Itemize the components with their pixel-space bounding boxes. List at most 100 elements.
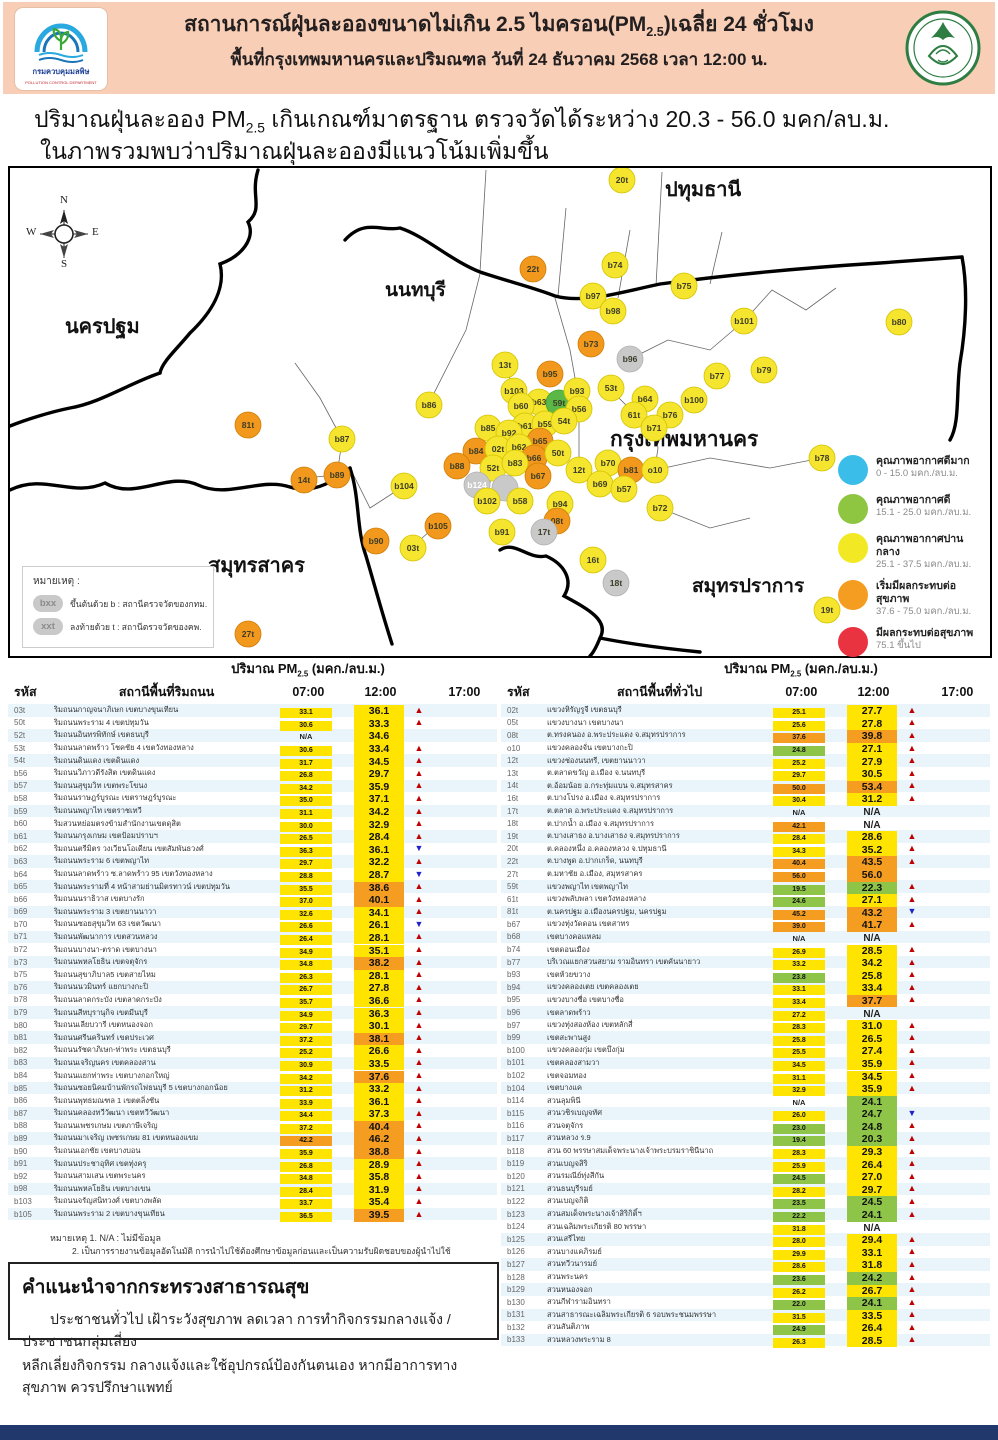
station-name: ริมถนนสุขุมวิท เขตพระโขนง (54, 780, 148, 790)
table-row: b99 เขตสะพานสูง 25.8 26.5 ▲ (501, 1031, 990, 1046)
pm25-value: 25.8 (773, 1035, 825, 1046)
table-row: o10 แขวงคลองจั่น เขตบางกะปิ 24.8 27.1 ▲ (501, 742, 990, 757)
station-name: ริมถนนรัชดาภิเษก-ท่าพระ เขตธนบุรี (54, 1045, 171, 1055)
pm25-value: 36.1 (354, 843, 404, 857)
trend-arrow: ▲ (414, 1195, 424, 1206)
station-name: ริมถนนพหลโยธิน เขตบางเขน (54, 1183, 151, 1193)
aqi-legend-item: คุณภาพอากาศปานกลาง 25.1 - 37.5 มคก./ลบ.ม. (838, 533, 984, 571)
trend-arrow: ▲ (414, 1044, 424, 1055)
pm25-value-na: N/A (792, 1097, 806, 1107)
pm25-value: 34.2 (847, 957, 897, 970)
pm25-value: 27.8 (354, 982, 404, 995)
table-row: b59 ริมถนนพญาไท เขตราชเทวี 31.1 34.2 ▲ (8, 804, 497, 820)
station-code: b68 (507, 932, 521, 942)
station-code: b95 (507, 995, 521, 1005)
aqi-color-dot (838, 580, 868, 610)
station-id: 02t (492, 444, 505, 454)
pm25-value: 35.0 (280, 796, 332, 807)
aqi-level-label: คุณภาพอากาศดี (876, 494, 951, 506)
station-code: b122 (507, 1196, 525, 1206)
station-code: b125 (507, 1234, 525, 1244)
pm25-value: 34.5 (354, 755, 404, 769)
station-code: 59t (507, 882, 519, 892)
trend-arrow: ▲ (907, 792, 917, 803)
trend-arrow: ▼ (907, 1107, 917, 1118)
station-name: สวนวชิรเบญจทัศ (547, 1108, 603, 1118)
station-code: b124 (507, 1222, 525, 1232)
station-id: b84 (469, 446, 484, 456)
station-name: ริมถนนบางนา-ตราด เขตบางนา (54, 944, 157, 954)
pcd-logo: กรมควบคุมมลพิษ POLLUTION CONTROL DEPARTM… (15, 8, 107, 90)
trend-arrow: ▲ (907, 729, 917, 740)
trend-arrow: ▲ (414, 931, 424, 942)
station-code: 52t (14, 730, 26, 740)
pm25-value: 28.0 (773, 1237, 825, 1248)
province-label: สมุทรปราการ (692, 576, 805, 598)
station-marker: b96 (616, 345, 644, 373)
pcd-logo-subcaption: POLLUTION CONTROL DEPARTMENT (25, 80, 97, 85)
station-name: สวนสาธารณะเฉลิมพระเกียรติ 6 รอบพระชนมพรร… (547, 1309, 717, 1319)
trend-arrow: ▲ (907, 1032, 917, 1043)
station-name: ริมถนนลาดกระบัง เขตลาดกระบัง (54, 994, 162, 1004)
station-name: ต.บางโปรง อ.เมือง จ.สมุทรปราการ (547, 793, 661, 803)
pm25-value: 39.0 (773, 922, 825, 933)
pm25-value: 23.5 (773, 1199, 825, 1210)
station-id: b58 (513, 496, 528, 506)
station-code: b98 (14, 1184, 28, 1194)
table-row: 53t ริมถนนลาดพร้าว โชคชัย 4 เขตวังทองหลาง… (8, 742, 497, 757)
pm25-value: 24.6 (773, 897, 825, 908)
aqi-level-range: 25.1 - 37.5 มคก./ลบ.ม. (876, 559, 972, 570)
pm25-value: 27.7 (847, 705, 897, 718)
station-id: b57 (617, 484, 632, 494)
station-name: สวนหนองจอก (547, 1284, 593, 1294)
station-id: b78 (815, 453, 830, 463)
trend-arrow: ▲ (907, 704, 917, 715)
trend-arrow: ▲ (414, 1032, 424, 1043)
station-code: o10 (507, 743, 521, 753)
trend-arrow: ▲ (414, 1170, 424, 1181)
pm25-value: 24.1 (847, 1095, 897, 1109)
trend-arrow: ▲ (907, 767, 917, 778)
pm25-value: 42.1 (773, 821, 825, 832)
station-code: 19t (507, 831, 519, 841)
table-row: b97 แขวงทุ่งสองห้อง เขตหลักสี่ 28.3 31.0 ▲ (501, 1019, 990, 1034)
station-marker: b86 (415, 391, 443, 419)
table-row: b90 ริมถนนเอกชัย เขตบางบอน 35.9 38.8 ▲ (8, 1145, 497, 1160)
pm25-value: 19.4 (773, 1136, 825, 1147)
station-code: b105 (14, 1209, 32, 1219)
trend-arrow: ▲ (907, 1145, 917, 1156)
table-row: 05t แขวงบางนา เขตบางนา 25.6 27.8 ▲ (501, 717, 990, 731)
station-name: ต.คลองหนึ่ง อ.คลองหลวง จ.ปทุมธานี (547, 843, 667, 853)
station-code: b86 (14, 1096, 28, 1106)
station-code: b92 (14, 1171, 28, 1181)
trend-arrow: ▲ (907, 1296, 917, 1307)
station-code: b87 (14, 1108, 28, 1118)
pm25-value-na: N/A (792, 933, 806, 943)
table-row: 14t ต.อ้อมน้อย อ.กระทุ่มแบน จ.สมุทรสาคร 50… (501, 779, 990, 794)
pm25-value: 34.2 (280, 1073, 332, 1084)
station-code: b120 (507, 1171, 525, 1181)
station-id: 12t (573, 465, 586, 475)
station-code: b88 (14, 1121, 28, 1131)
station-name: สวนพระนคร (547, 1272, 589, 1282)
pm25-value: 31.7 (280, 758, 332, 769)
station-marker: 50t (544, 439, 572, 467)
station-name: สวนหลวงพระราม 8 (547, 1334, 611, 1344)
station-name: ริมถนนแยกท่าพระ เขตบางกอกใหญ่ (54, 1070, 170, 1080)
pm25-value: 32.6 (280, 909, 332, 920)
trend-arrow: ▲ (414, 1019, 424, 1030)
pm25-value: 20.3 (847, 1133, 897, 1146)
station-marker: b78 (808, 444, 836, 472)
station-name: ริมถนนตรีมิตร วงเวียนโอเดียน เขตสัมพันธว… (54, 843, 204, 853)
pm25-value: 35.9 (280, 1149, 332, 1160)
station-name: แขวงช่องนนทรี, เขตยานนาวา (547, 755, 646, 765)
pm25-value: 36.1 (354, 705, 404, 718)
province-label: นครปฐม (65, 316, 140, 340)
station-id: 18t (610, 578, 623, 588)
table-row: b115 สวนวชิรเบญจทัศ 26.0 24.7 ▼ (501, 1107, 990, 1122)
station-marker: b74 (601, 251, 629, 279)
trend-arrow: ▲ (414, 767, 424, 778)
trend-arrow: ▲ (414, 1132, 424, 1143)
table-row: b129 สวนหนองจอก 26.2 26.7 ▲ (501, 1283, 990, 1298)
station-code: b102 (507, 1071, 525, 1081)
